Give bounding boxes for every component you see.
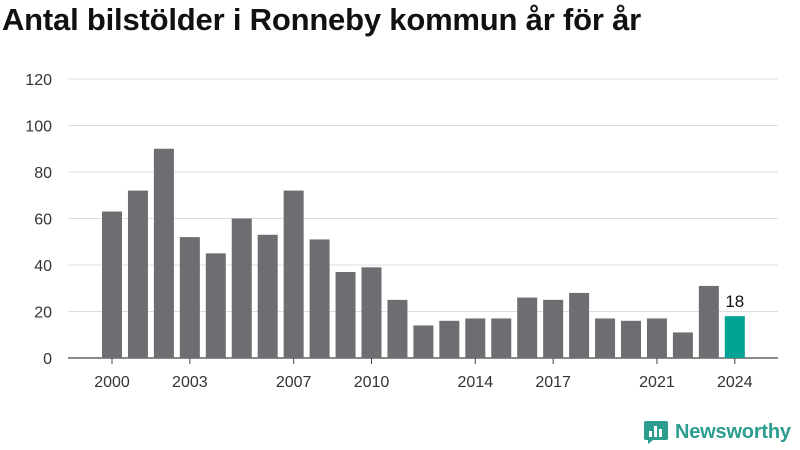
bar-2009 [335, 271, 356, 358]
bar-2004 [205, 253, 226, 358]
brand-name: Newsworthy [675, 420, 791, 443]
bar-2022 [672, 332, 693, 358]
bar-2023 [698, 285, 719, 358]
y-tick-label: 100 [25, 119, 52, 136]
bar-2020 [621, 320, 641, 358]
bar-2005 [231, 218, 252, 358]
data-label: 18 [725, 292, 744, 311]
bar-2000 [102, 211, 122, 358]
x-tick-label: 2014 [458, 374, 494, 391]
newsworthy-brand: Newsworthy [643, 419, 791, 445]
bar-2002 [153, 148, 174, 358]
x-tick-label: 2021 [639, 374, 675, 391]
gridlines [68, 78, 778, 359]
y-tick-label: 40 [34, 258, 52, 275]
data-labels: 18 [725, 292, 744, 311]
x-tick-label: 2003 [172, 374, 208, 391]
y-tick-label: 20 [34, 305, 52, 322]
y-tick-label: 120 [25, 72, 52, 89]
bar-2024 [724, 316, 745, 358]
bar-2003 [179, 237, 200, 358]
bar-2007 [283, 190, 304, 358]
x-tick-label: 2024 [717, 374, 753, 391]
bar-2015 [491, 318, 512, 358]
bar-2010 [361, 267, 382, 358]
x-tick-label: 2007 [276, 374, 312, 391]
bars [102, 148, 745, 358]
bar-2014 [465, 318, 486, 358]
y-tick-label: 0 [43, 351, 52, 368]
bar-2011 [387, 299, 408, 358]
y-tick-label: 80 [34, 165, 52, 182]
y-tick-label: 60 [34, 212, 52, 229]
bar-2018 [569, 292, 590, 358]
newsworthy-logo-icon [644, 421, 668, 444]
chart-title: Antal bilstölder i Ronneby kommun år för… [2, 2, 642, 37]
bar-2001 [127, 190, 148, 358]
x-tick-label: 2017 [535, 374, 571, 391]
bar-2006 [257, 234, 278, 358]
bar-2021 [646, 318, 667, 358]
x-tick-label: 2000 [94, 374, 130, 391]
bar-2019 [595, 318, 616, 358]
x-axis-ticks: 2000 2003 2007 2010 2014 2017 2021 2024 [94, 358, 753, 391]
bar-2016 [517, 297, 538, 358]
y-axis-tick-labels: 0 20 40 60 80 100 120 [25, 72, 52, 368]
bar-2008 [309, 239, 330, 358]
bar-2013 [439, 320, 460, 358]
bar-2017 [543, 299, 564, 358]
x-tick-label: 2010 [354, 374, 390, 391]
bar-2012 [413, 325, 434, 358]
